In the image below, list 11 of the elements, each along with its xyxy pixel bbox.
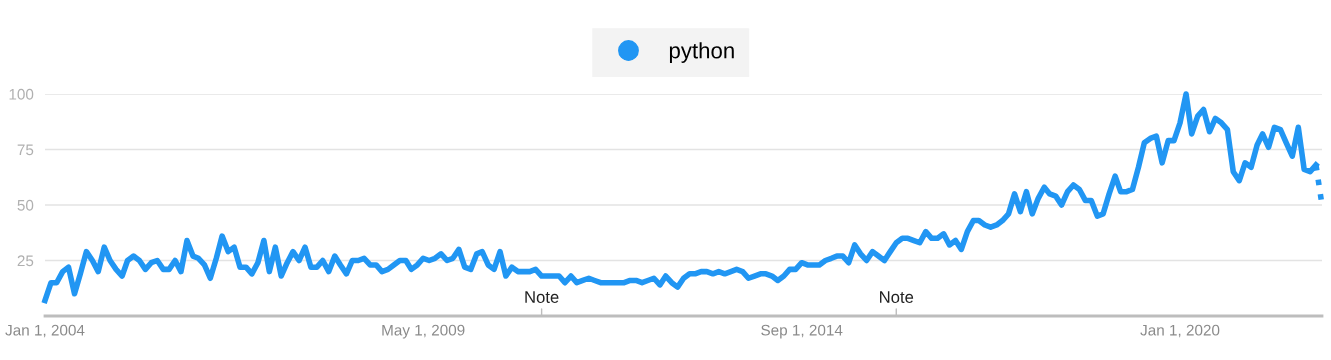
y-tick-label: 50 (17, 199, 34, 211)
x-tick-label: Jan 1, 2020 (1140, 324, 1220, 338)
x-tick-label: Sep 1, 2014 (761, 324, 843, 339)
y-tick-label: 25 (17, 255, 34, 267)
annotation: Note (525, 291, 559, 303)
annotation: Note (880, 291, 914, 303)
legend-label: python (669, 42, 734, 63)
y-tick-label: 100 (9, 88, 34, 100)
y-tick-label: 75 (17, 144, 34, 156)
x-tick-label: May 1, 2009 (382, 324, 465, 339)
x-tick-label: Jan 1, 2004 (5, 324, 85, 338)
